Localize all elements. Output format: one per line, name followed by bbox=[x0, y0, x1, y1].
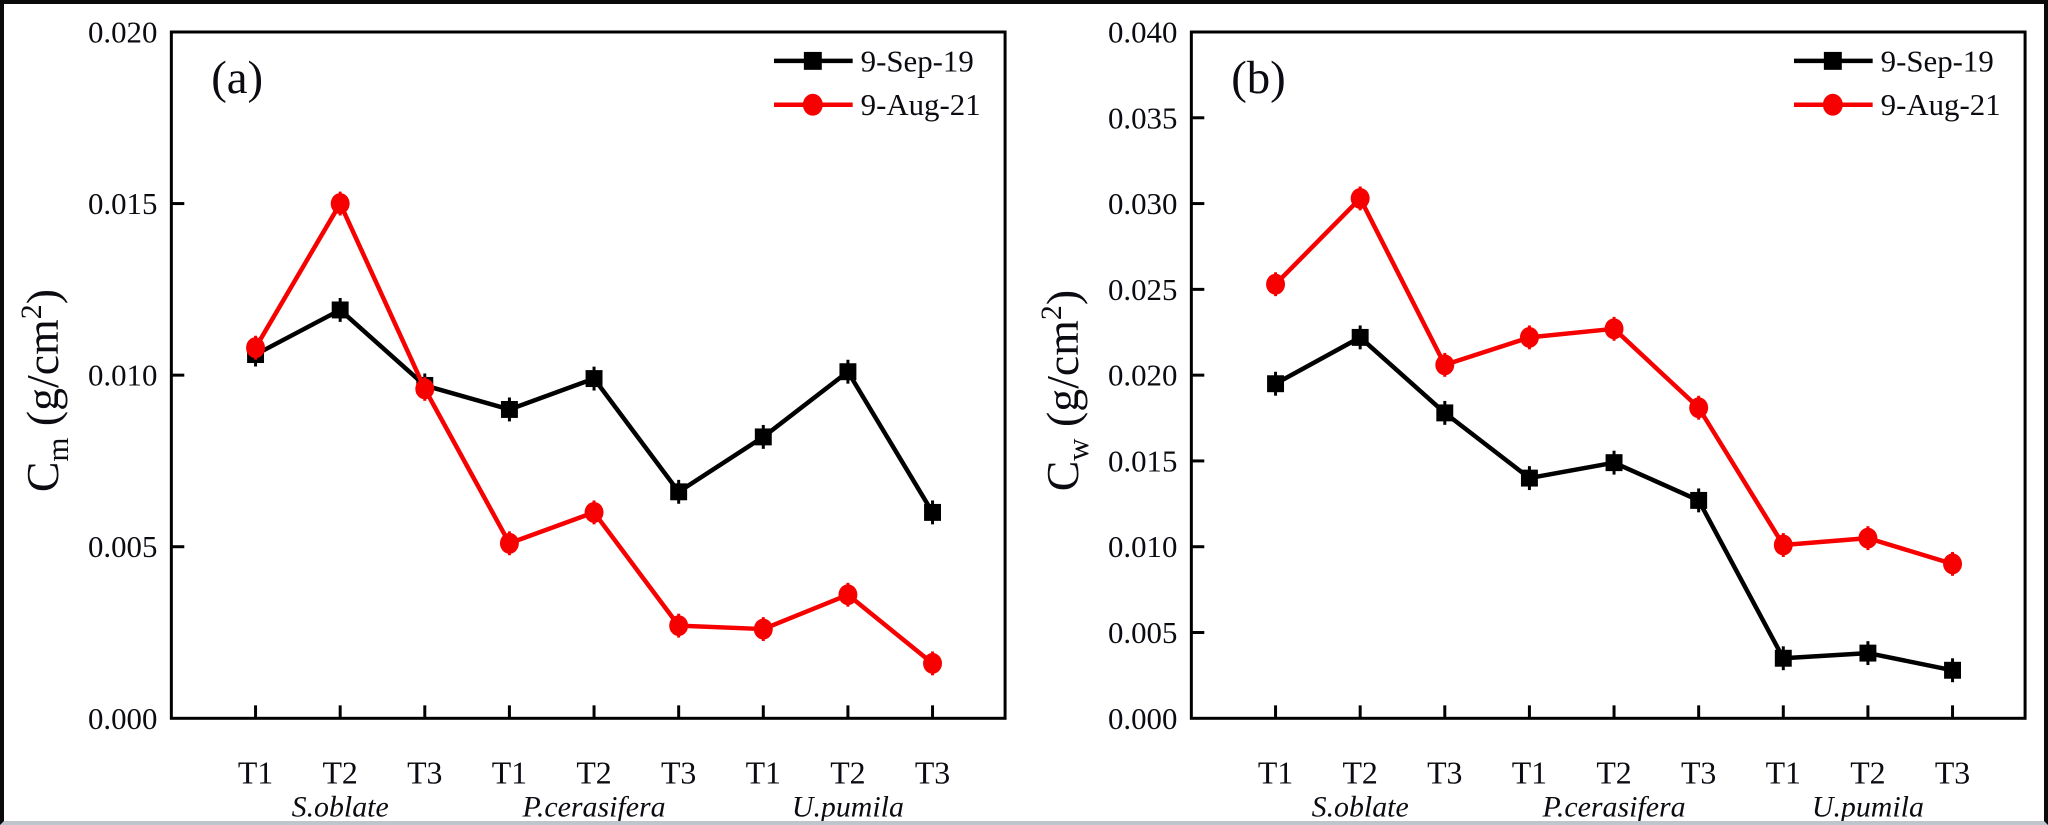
y-tick-label: 0.010 bbox=[1108, 529, 1177, 564]
x-tick-label: T3 bbox=[915, 756, 950, 791]
panel-letter: (a) bbox=[211, 52, 263, 104]
x-tick-label: T3 bbox=[1681, 756, 1716, 791]
x-tick-label: T1 bbox=[1258, 756, 1293, 791]
chart-a: 0.000 0.005 0.010 0.015 0.020 T1 T2 T3 T1 T2 T3 T1 T… bbox=[15, 14, 1007, 821]
group-label: S.oblate bbox=[292, 790, 389, 821]
chart-b: 0.000 0.005 0.010 0.015 0.020 0.025 0.030 0.035… bbox=[1035, 14, 2027, 821]
x-tick-label: T3 bbox=[1427, 756, 1462, 791]
x-tick-label: T2 bbox=[830, 756, 865, 791]
y-tick-label: 0.010 bbox=[88, 358, 157, 393]
data-point-marker bbox=[839, 363, 857, 381]
x-tick-label: T2 bbox=[1342, 756, 1377, 791]
y-tick-label: 0.005 bbox=[88, 529, 157, 564]
y-tick-label: 0.030 bbox=[1108, 186, 1177, 221]
legend-marker bbox=[803, 51, 822, 70]
y-tick-label: 0.020 bbox=[88, 14, 157, 49]
series-line bbox=[1273, 335, 1955, 673]
data-point-marker bbox=[754, 428, 772, 446]
data-point-marker bbox=[753, 618, 773, 640]
series-line bbox=[1273, 196, 1955, 567]
panel-a: 0.000 0.005 0.010 0.015 0.020 T1 T2 T3 T1 T2 T3 T1 T… bbox=[4, 4, 1024, 821]
data-point-marker bbox=[415, 378, 435, 400]
y-tick-label: 0.000 bbox=[1108, 701, 1177, 736]
data-point-marker bbox=[1436, 404, 1454, 422]
x-tick-label: T1 bbox=[238, 756, 273, 791]
legend-label: 9-Aug-21 bbox=[861, 87, 981, 122]
data-point-marker bbox=[924, 503, 942, 521]
legend-marker bbox=[802, 93, 823, 116]
data-point-marker bbox=[1858, 527, 1878, 549]
data-point-marker bbox=[1350, 187, 1370, 209]
x-tick-label: T1 bbox=[492, 756, 527, 791]
data-point-marker bbox=[1944, 661, 1962, 679]
data-point-marker bbox=[1266, 273, 1286, 295]
data-point-marker bbox=[246, 337, 266, 359]
y-axis-title: Cm (g/cm2) bbox=[15, 289, 75, 492]
x-tick-label: T3 bbox=[407, 756, 442, 791]
legend-label: 9-Aug-21 bbox=[1881, 87, 2001, 122]
x-tick-label: T1 bbox=[1512, 756, 1547, 791]
y-tick-label: 0.015 bbox=[88, 186, 157, 221]
panel-letter: (b) bbox=[1231, 52, 1286, 104]
x-tick-label: T2 bbox=[1596, 756, 1631, 791]
data-point-marker bbox=[670, 483, 688, 501]
y-tick-label: 0.040 bbox=[1108, 14, 1177, 49]
x-tick-label: T3 bbox=[661, 756, 696, 791]
data-point-marker bbox=[1520, 469, 1538, 487]
data-point-marker bbox=[331, 301, 349, 319]
x-tick-label: T2 bbox=[1850, 756, 1885, 791]
series-line bbox=[253, 201, 935, 666]
data-point-marker bbox=[1519, 326, 1539, 348]
x-tick-label: T1 bbox=[1766, 756, 1801, 791]
data-point-marker bbox=[585, 370, 603, 388]
y-axis-title: Cw (g/cm2) bbox=[1035, 290, 1095, 491]
group-label: P.cerasifera bbox=[1542, 790, 1686, 821]
group-label: U.pumila bbox=[792, 790, 904, 821]
legend-marker bbox=[1822, 93, 1843, 116]
data-point-marker bbox=[923, 652, 943, 674]
plot-frame bbox=[1189, 30, 2027, 720]
data-point-marker bbox=[1690, 491, 1708, 509]
y-tick-label: 0.005 bbox=[1108, 615, 1177, 650]
y-tick-label: 0.015 bbox=[1108, 443, 1177, 478]
data-point-marker bbox=[1774, 649, 1792, 667]
data-point-marker bbox=[1859, 644, 1877, 662]
data-point-marker bbox=[584, 501, 604, 523]
y-tick-label: 0.000 bbox=[88, 701, 157, 736]
x-tick-label: T3 bbox=[1935, 756, 1970, 791]
data-point-marker bbox=[1689, 397, 1709, 419]
legend-label: 9-Sep-19 bbox=[1881, 43, 1994, 78]
data-point-marker bbox=[1604, 318, 1624, 340]
panel-b: 0.000 0.005 0.010 0.015 0.020 0.025 0.030 0.035… bbox=[1024, 4, 2044, 821]
y-tick-label: 0.035 bbox=[1108, 100, 1177, 135]
y-tick-label: 0.025 bbox=[1108, 272, 1177, 307]
data-point-marker bbox=[500, 400, 518, 418]
x-tick-label: T2 bbox=[322, 756, 357, 791]
group-label: P.cerasifera bbox=[522, 790, 666, 821]
data-point-marker bbox=[1773, 534, 1793, 556]
group-label: U.pumila bbox=[1812, 790, 1924, 821]
y-tick-label: 0.020 bbox=[1108, 358, 1177, 393]
legend-label: 9-Sep-19 bbox=[861, 43, 974, 78]
data-point-marker bbox=[669, 615, 689, 637]
data-point-marker bbox=[1605, 454, 1623, 472]
group-label: S.oblate bbox=[1312, 790, 1409, 821]
legend-marker bbox=[1823, 51, 1842, 70]
data-point-marker bbox=[1351, 328, 1369, 346]
x-tick-label: T2 bbox=[576, 756, 611, 791]
data-point-marker bbox=[499, 532, 519, 554]
data-point-marker bbox=[1943, 553, 1963, 575]
data-point-marker bbox=[1267, 375, 1285, 393]
data-point-marker bbox=[1435, 354, 1455, 376]
x-tick-label: T1 bbox=[746, 756, 781, 791]
series-line bbox=[253, 307, 935, 515]
data-point-marker bbox=[838, 584, 858, 606]
data-point-marker bbox=[330, 193, 350, 215]
